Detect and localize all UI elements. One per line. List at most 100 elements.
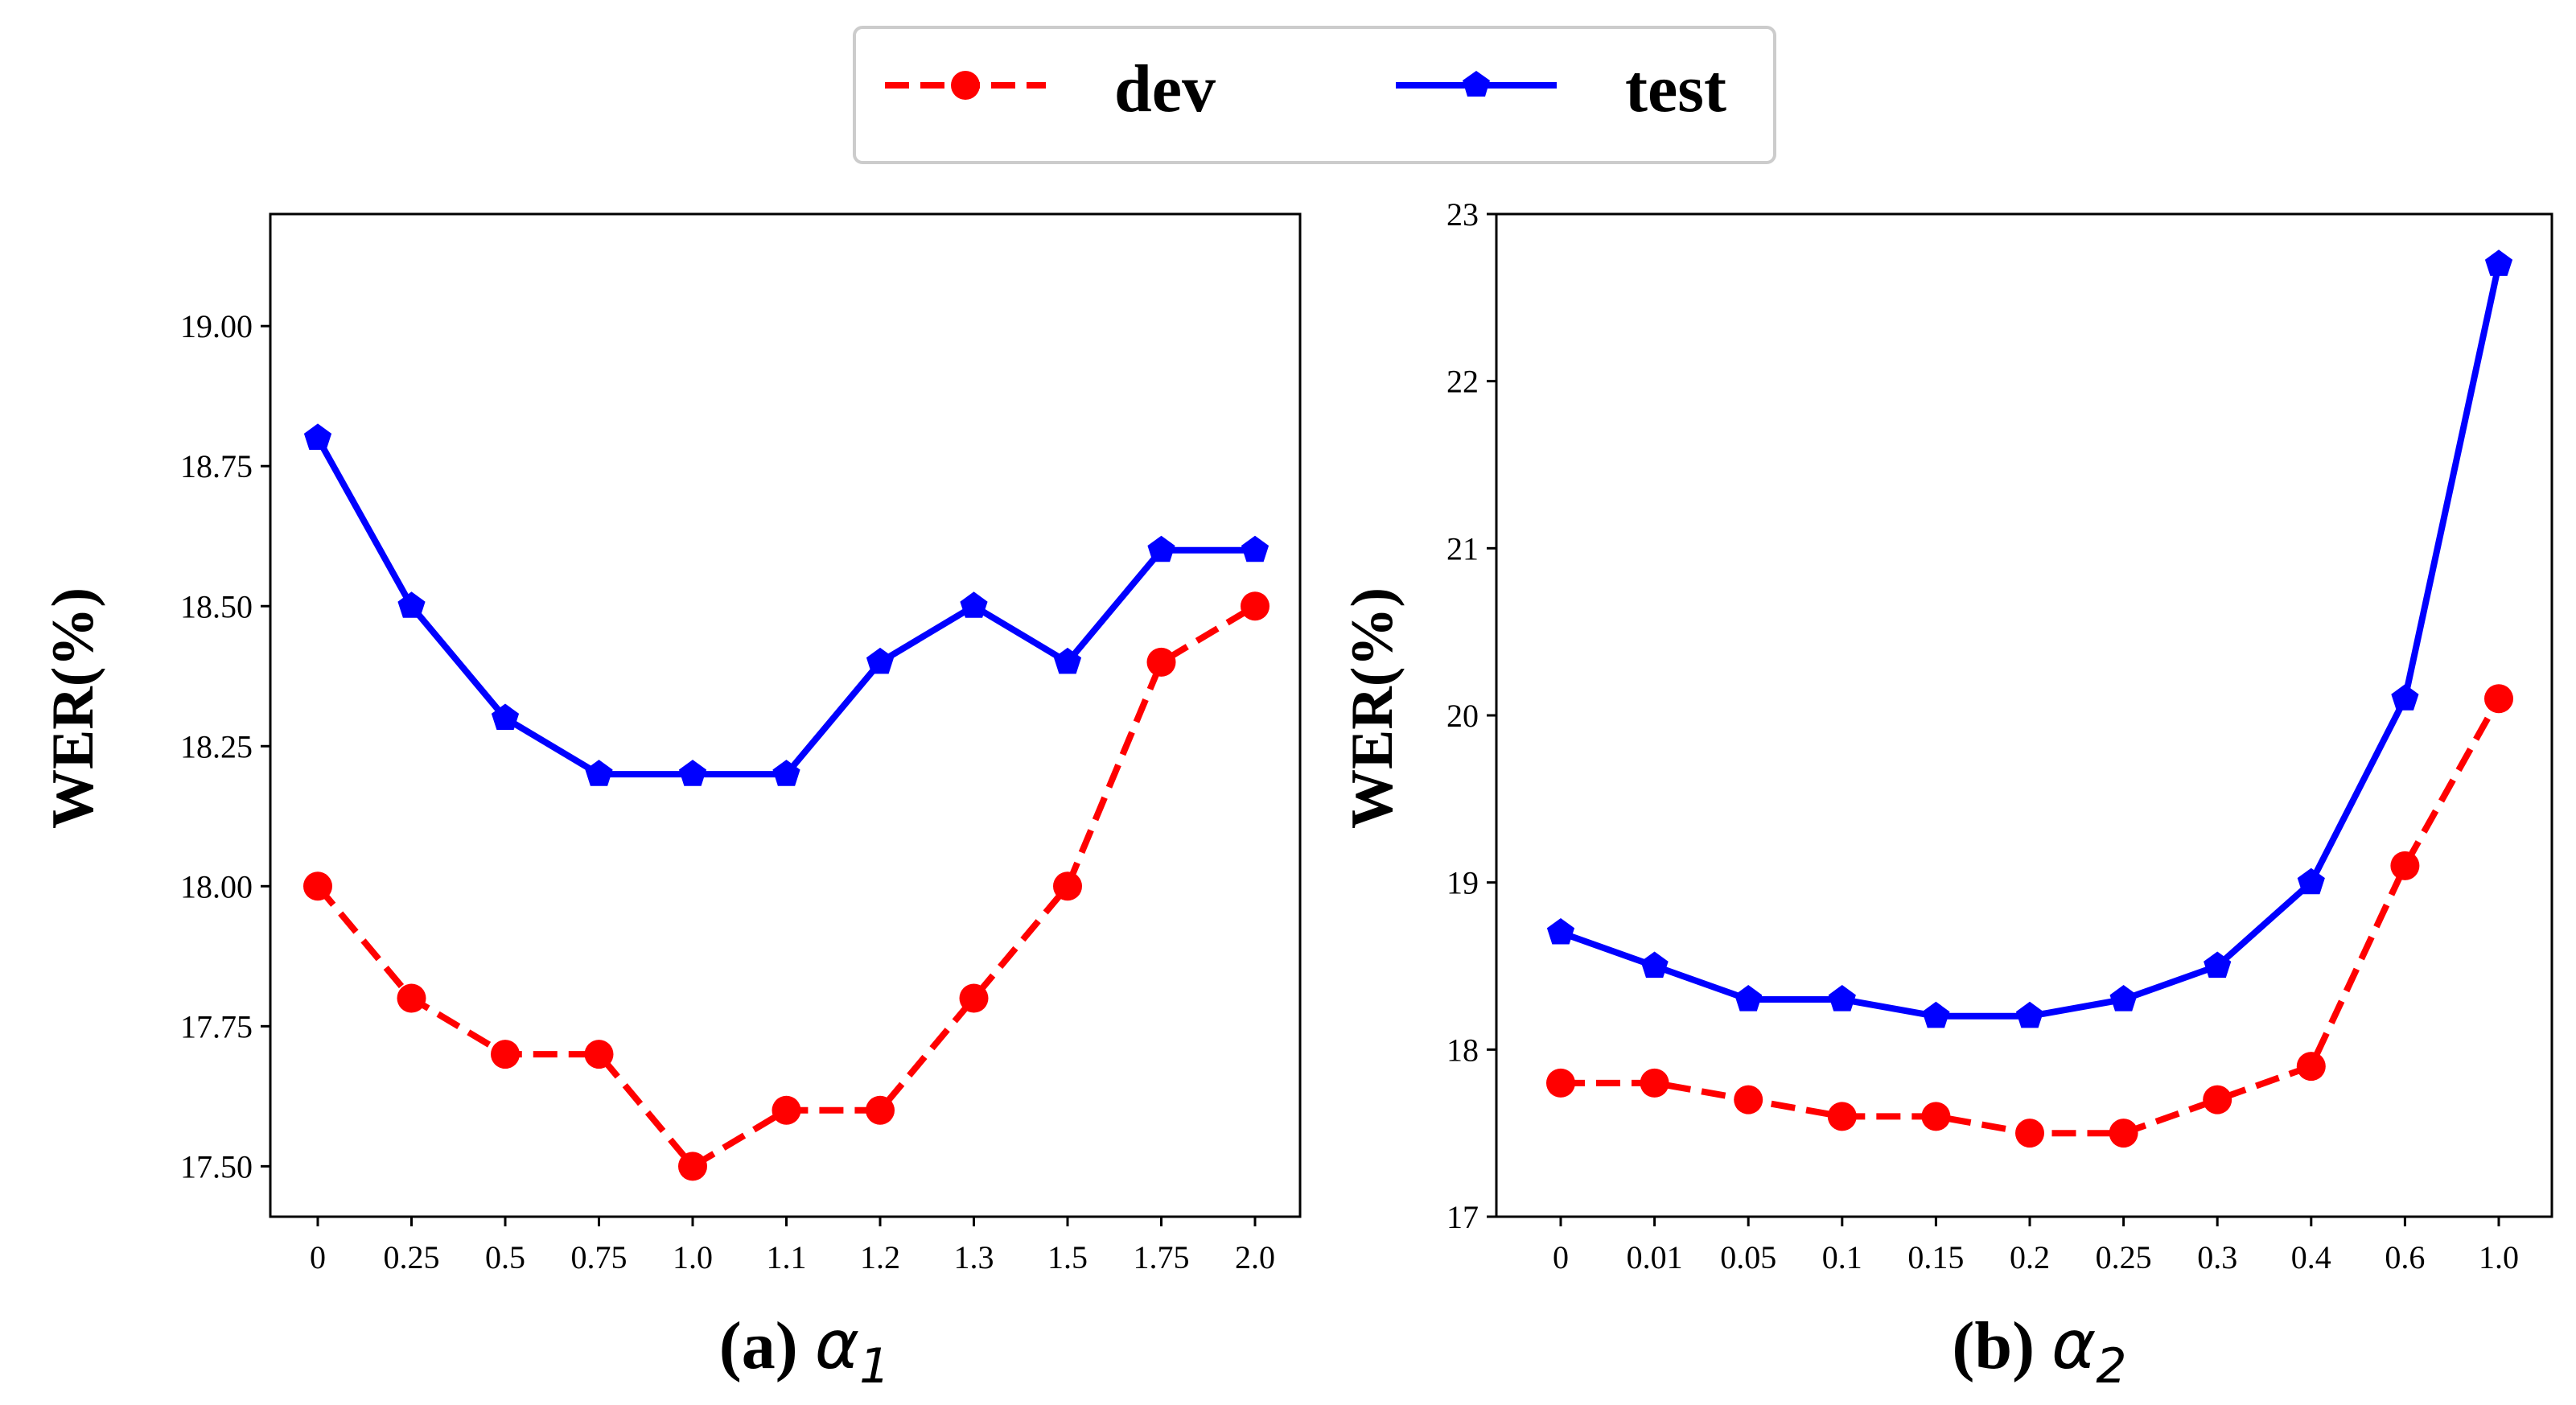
- panel-b-test-point: [1546, 918, 1575, 945]
- panel-a-xtick-label: 1.3: [954, 1239, 994, 1275]
- panel-b-xtick-label: 0.1: [1822, 1239, 1862, 1275]
- legend-frame: [853, 26, 1776, 164]
- panel-b-caption-symbol: α: [2051, 1305, 2096, 1384]
- panel-b-xtick-label: 0.2: [2010, 1239, 2050, 1275]
- panel-a-dev-point: [866, 1095, 895, 1125]
- panel-b-xtick-label: 0.15: [1907, 1239, 1964, 1275]
- panel-b-ytick-label: 22: [1446, 364, 1479, 400]
- panel-a-test-point: [960, 591, 988, 618]
- panel-b-test-point: [2297, 867, 2325, 895]
- legend: dev test: [853, 26, 1776, 164]
- panel-a-dev-point: [678, 1152, 707, 1181]
- legend-dev-marker: [951, 71, 980, 100]
- panel-b-xtick-label: 0.6: [2385, 1239, 2425, 1275]
- panel-b-dev-point: [1546, 1068, 1575, 1098]
- panel-b-series-dev-line: [1561, 697, 2502, 1137]
- legend-dev-label: dev: [1114, 52, 1216, 126]
- panel-b-dev-point: [2296, 1052, 2326, 1082]
- legend-test-label: test: [1625, 52, 1726, 126]
- panel-a-xtick-label: 2.0: [1235, 1239, 1275, 1275]
- panel-a-dev-point: [772, 1095, 801, 1125]
- panel-b-test-point: [2015, 1001, 2044, 1028]
- panel-a-ytick-label: 18.00: [180, 868, 253, 904]
- panel-b-test-point: [2484, 249, 2513, 276]
- panel-b-test-point: [1640, 951, 1669, 979]
- panel-b-test-point: [1828, 985, 1856, 1012]
- panel-b-test-point: [2391, 684, 2419, 711]
- panel-b-series-test-line: [1559, 263, 2502, 1020]
- panel-a-test-point: [491, 703, 520, 730]
- panel-a-test-point: [1147, 535, 1175, 562]
- panel-a-xtick-label: 1.0: [673, 1239, 713, 1275]
- panel-b-xtick-label: 0.3: [2197, 1239, 2237, 1275]
- panel-a-series-test-line: [315, 436, 1255, 778]
- panel-a-xtick-label: 0.75: [571, 1239, 628, 1275]
- panel-b-xtick-label: 0.4: [2291, 1239, 2331, 1275]
- panel-b-ytick-label: 18: [1446, 1032, 1479, 1068]
- panel-b-test-point: [1922, 1001, 1950, 1028]
- panel-a-caption-subscript: 1: [859, 1338, 890, 1395]
- panel-b-dev-point: [2484, 684, 2513, 714]
- panel-a-series-dev-line: [315, 603, 1257, 1170]
- panel-b-caption: (b) α2: [1952, 1305, 2126, 1395]
- panel-b-caption-subscript: 2: [2096, 1338, 2126, 1395]
- panel-a-xtick-label: 1.5: [1047, 1239, 1088, 1275]
- panel-a-caption: (a) α1: [719, 1305, 891, 1395]
- panel-a-xtick-label: 0.5: [485, 1239, 525, 1275]
- panel-a-caption-prefix: (a): [719, 1308, 815, 1383]
- panel-b-xtick-label: 1.0: [2479, 1239, 2519, 1275]
- panel-b-dev-point: [1640, 1068, 1669, 1098]
- panel-a-dev-point: [1241, 591, 1269, 621]
- panel-b-ylabel: WER(%): [1339, 587, 1405, 829]
- panel-a-ytick-label: 19.00: [180, 308, 253, 344]
- panel-b-xtick-label: 0.25: [2096, 1239, 2152, 1275]
- panel-b-xtick-label: 0.05: [1720, 1239, 1776, 1275]
- panel-b-dev-point: [2390, 851, 2420, 880]
- panel-a-xtick-label: 0.25: [384, 1239, 440, 1275]
- panel-b-test-point: [1734, 985, 1763, 1012]
- panel-b-dev-point: [1827, 1102, 1857, 1131]
- panel-a-dev-point: [397, 983, 426, 1013]
- panel-a-test-point: [303, 423, 332, 450]
- panel-a-ytick-label: 18.50: [180, 588, 253, 624]
- panel-a-alpha1: WER(%) (a) α1 17.50 17.75 18.00 18.25 18.50 1…: [40, 212, 1302, 1395]
- panel-a-dev-point: [491, 1040, 520, 1069]
- panel-a-dev-point: [959, 983, 989, 1013]
- panel-b-alpha2: WER(%) (b) α2 17 18 19 20 21 22 23 0 0.01 0.05 0.1…: [1339, 196, 2553, 1395]
- panel-a-test-point: [772, 760, 800, 786]
- panel-b-ytick-label: 20: [1446, 698, 1479, 734]
- panel-b-dev-point: [1921, 1102, 1951, 1131]
- panel-a-xtick-label: 1.2: [860, 1239, 900, 1275]
- panel-a-test-point: [397, 591, 426, 618]
- panel-a-xtick-label: 1.1: [767, 1239, 807, 1275]
- panel-b-xtick-label: 0: [1553, 1239, 1569, 1275]
- panel-b-ytick-label: 17: [1446, 1199, 1479, 1235]
- panel-b-xtick-label: 0.01: [1627, 1239, 1683, 1275]
- panel-a-dev-point: [303, 871, 332, 901]
- panel-b-caption-prefix: (b): [1952, 1308, 2051, 1383]
- panel-a-xtick-label: 1.75: [1134, 1239, 1190, 1275]
- panel-b-dev-point: [2203, 1085, 2232, 1115]
- panel-a-test-point: [1241, 535, 1269, 562]
- panel-a-ytick-label: 18.75: [180, 448, 253, 484]
- panel-a-dev-point: [584, 1040, 614, 1069]
- panel-b-ytick-label: 23: [1446, 196, 1479, 233]
- panel-a-dev-point: [1146, 647, 1176, 677]
- panel-a-ytick-label: 17.75: [180, 1008, 253, 1044]
- panel-a-ytick-label: 17.50: [180, 1148, 253, 1185]
- panel-a-xtick-label: 0: [310, 1239, 326, 1275]
- panel-a-test-point: [1053, 647, 1082, 674]
- panel-a-caption-symbol: α: [815, 1305, 859, 1384]
- panel-b-dev-point: [2109, 1119, 2138, 1148]
- panel-b-test-point: [2109, 985, 2138, 1012]
- panel-a-ylabel: WER(%): [40, 587, 106, 829]
- panel-a-plot-frame: [269, 212, 1302, 1218]
- panel-b-ytick-label: 19: [1446, 865, 1479, 901]
- panel-a-test-point: [678, 760, 707, 786]
- panel-b-dev-point: [2015, 1119, 2044, 1148]
- panel-a-test-point: [585, 760, 613, 786]
- panel-b-dev-point: [1734, 1085, 1763, 1115]
- legend-test-marker: [1463, 71, 1490, 97]
- panel-b-test-point: [2204, 951, 2232, 979]
- panel-a-test-point: [866, 647, 895, 674]
